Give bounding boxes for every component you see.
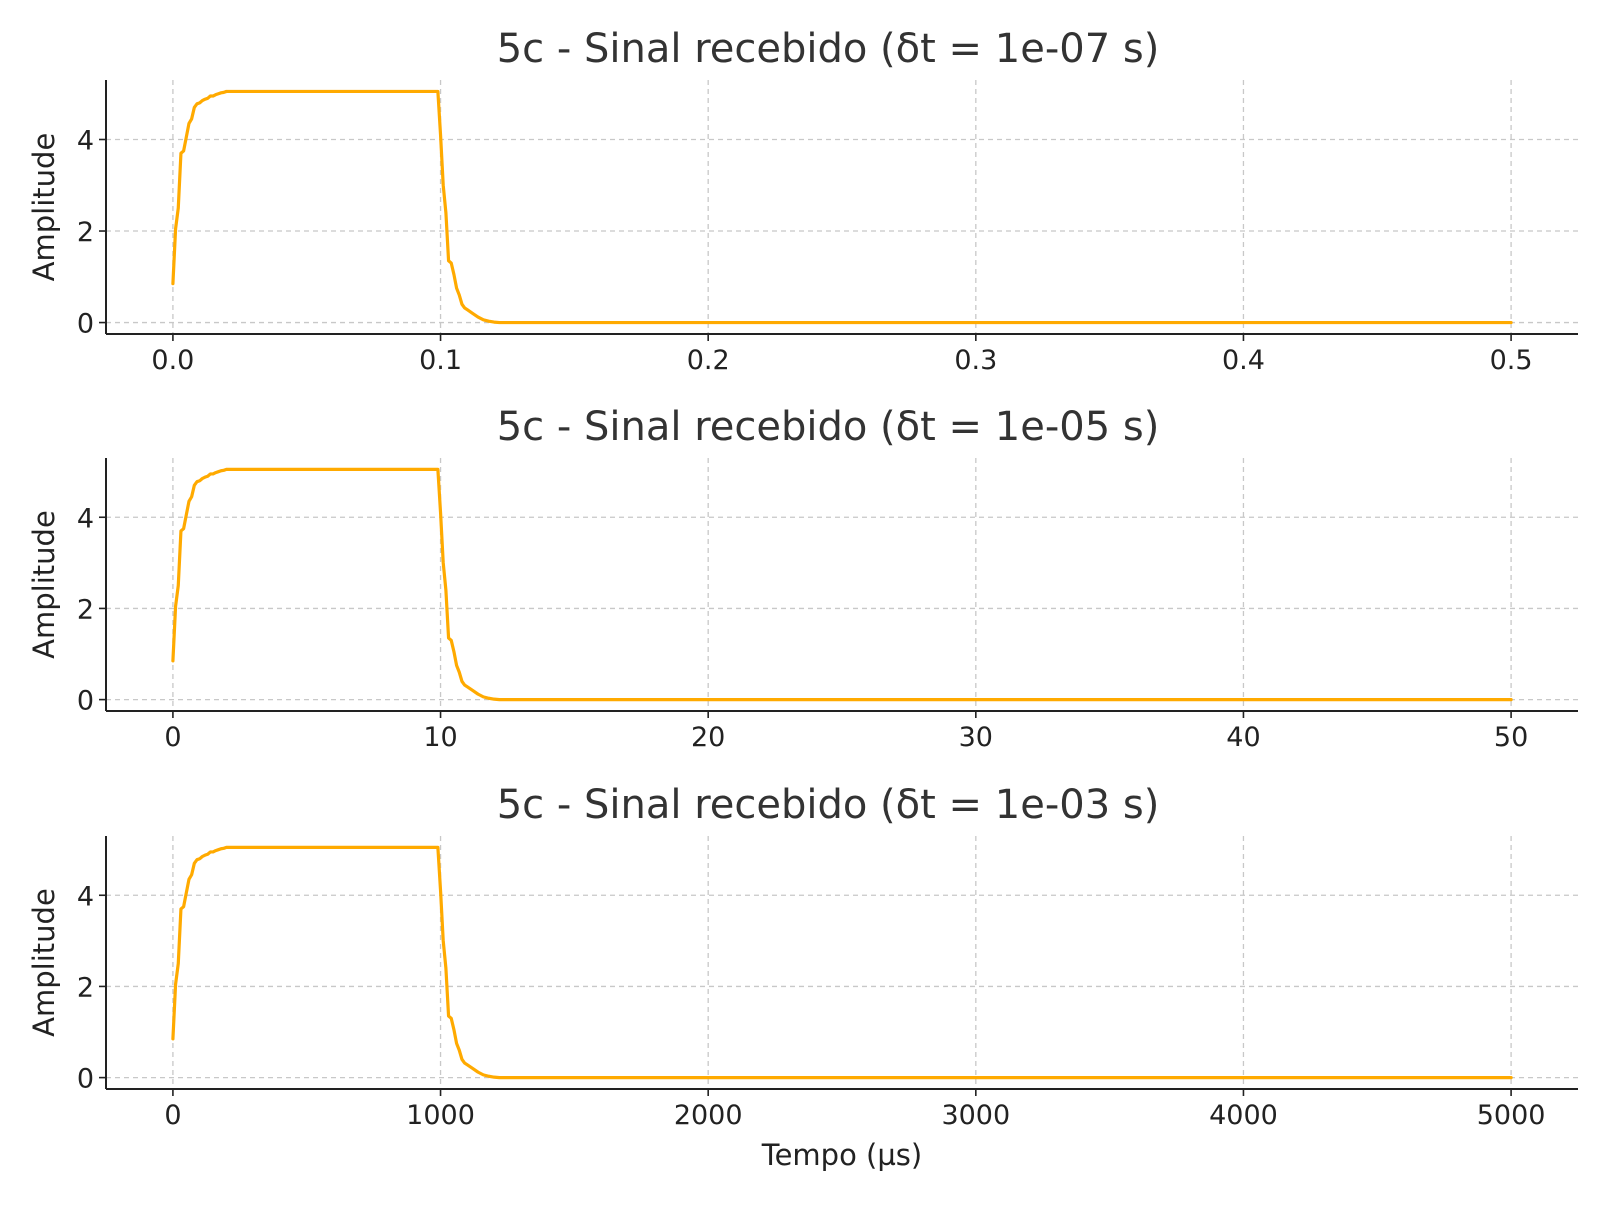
- y-tick-label: 4: [77, 881, 94, 912]
- y-axis-label: Amplitude: [27, 510, 61, 659]
- x-tick-label: 4000: [1209, 1100, 1278, 1131]
- x-tick-label: 0.2: [687, 345, 730, 376]
- x-tick-label: 2000: [674, 1100, 743, 1131]
- y-tick-label: 2: [77, 972, 94, 1003]
- x-tick-label: 0.5: [1490, 345, 1533, 376]
- x-tick-label: 5000: [1477, 1100, 1546, 1131]
- x-tick-label: 0: [164, 1100, 181, 1131]
- x-tick-label: 3000: [941, 1100, 1010, 1131]
- y-tick-label: 0: [77, 1064, 94, 1095]
- chart-title: 5c - Sinal recebido (δt = 1e-07 s): [497, 26, 1160, 72]
- series-line: [171, 467, 1513, 702]
- x-tick-label: 50: [1494, 722, 1528, 753]
- x-tick-label: 30: [959, 722, 993, 753]
- chart-panel-2: 0 10 20 30 40 50 0 2 4 5c - Sinal recebido (δt = …: [27, 404, 1578, 753]
- x-tick-label: 0.3: [954, 345, 997, 376]
- chart-panel-3: 0 1000 2000 3000 4000 5000 0 2 4 5c - Sinal receb…: [27, 782, 1578, 1172]
- y-tick-label: 4: [77, 503, 94, 534]
- x-tick-label: 40: [1226, 722, 1260, 753]
- chart-title: 5c - Sinal recebido (δt = 1e-05 s): [497, 404, 1160, 450]
- y-axis-label: Amplitude: [27, 133, 61, 282]
- y-tick-label: 2: [77, 594, 94, 625]
- y-tick-label: 4: [77, 125, 94, 156]
- chart-panel-1: 0.0 0.1 0.2 0.3 0.4 0.5 0 2 4 5c - Sinal recebido…: [27, 26, 1578, 376]
- x-tick-label: 10: [423, 722, 457, 753]
- x-axis-label: Tempo (µs): [761, 1138, 922, 1172]
- y-axis-label: Amplitude: [27, 888, 61, 1037]
- x-tick-label: 1000: [406, 1100, 475, 1131]
- series-line: [171, 89, 1513, 325]
- x-tick-label: 0.0: [151, 345, 194, 376]
- x-tick-label: 20: [691, 722, 725, 753]
- chart-title: 5c - Sinal recebido (δt = 1e-03 s): [497, 782, 1160, 828]
- series-line: [171, 845, 1513, 1080]
- x-tick-label: 0.4: [1222, 345, 1265, 376]
- y-tick-label: 2: [77, 217, 94, 248]
- y-tick-label: 0: [77, 309, 94, 340]
- x-tick-label: 0.1: [419, 345, 462, 376]
- x-tick-label: 0: [164, 722, 181, 753]
- y-tick-label: 0: [77, 686, 94, 717]
